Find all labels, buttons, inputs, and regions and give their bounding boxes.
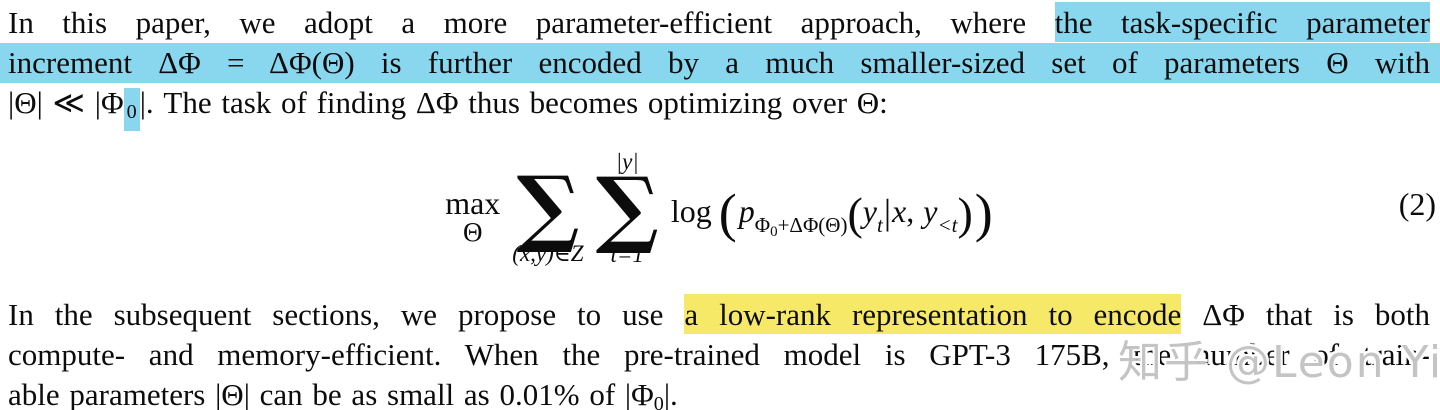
y-t-subscript: t [876,213,883,237]
comma: , [906,193,915,229]
conditional-bar: | [883,192,892,232]
blue-highlight-subscript: 0 [123,88,140,132]
sum-over-dataset: ∑ (x,y)∈Z [512,157,584,267]
para2-line3-post: |. [663,377,678,410]
para1-line2: increment ΔΦ = ΔΦ(Θ) is further encoded … [0,43,1440,83]
phi-zero-subscript: 0 [770,224,778,240]
open-paren-inner: ( [847,188,863,239]
paragraph-subsequent: In the subsequent sections, we propose t… [0,294,1440,410]
sum2-overscript: |y| [615,149,639,174]
para2-line1: In the subsequent sections, we propose t… [0,294,1440,335]
zhihu-watermark: 知乎 @Leon Yi [1118,337,1440,388]
sigma-icon: ∑ [595,158,659,257]
log-label: log [670,193,712,229]
phi-symbol: Φ [754,213,771,237]
max-subscript: Θ [463,217,483,247]
max-label: max [445,185,501,221]
close-paren-outer: ) [974,183,993,243]
sigma-icon: ∑ [516,157,580,256]
paragraph-intro: In this paper, we adopt a more parameter… [0,2,1440,132]
para1-line3-pre: |Θ| ≪ |Φ [8,85,124,120]
x-variable: x [892,193,907,229]
p-subscript: Φ0+ΔΦ(Θ) [754,213,848,240]
para2-line3-pre: able parameters |Θ| can be as small as 0… [8,377,654,410]
para2-line2: compute- and memory-efficient. When the … [0,335,1440,375]
blue-highlight-span: the task-specific parameter [1054,2,1430,42]
y-variable: y [923,193,938,229]
equation-body: max Θ ∑ (x,y)∈Z |y| ∑ t=1 log (pΦ0+ΔΦ(Θ)(… [0,146,1440,268]
para2-line2-text: compute- and memory-efficient. When the … [8,337,1430,372]
sum-over-tokens: |y| ∑ t=1 [596,148,659,268]
para2-line1-pre: In the subsequent sections, we propose t… [8,297,685,332]
open-paren-outer: ( [718,183,737,243]
para1-line3-post: |. The task of finding ΔΦ thus becomes o… [139,85,888,120]
y-variable: y [862,193,877,229]
p-variable: p [738,193,755,229]
delta-phi-theta: +ΔΦ(Θ) [777,213,848,237]
blue-highlight-span: increment ΔΦ = ΔΦ(Θ) is further encoded … [8,45,1430,80]
equation-number: (2) [1398,186,1436,222]
para1-line1: In this paper, we adopt a more parameter… [0,2,1440,43]
y-lt-t-subscript: <t [937,213,958,237]
sum2-underscript: t=1 [610,242,644,267]
para2-line1-post: ΔΦ that is both [1181,297,1430,332]
para1-line3: |Θ| ≪ |Φ 0|. The task of finding ΔΦ thus … [0,83,1440,132]
max-operator: max Θ [445,185,501,247]
sum1-underscript: (x,y)∈Z [512,241,584,266]
equation-block: max Θ ∑ (x,y)∈Z |y| ∑ t=1 log (pΦ0+ΔΦ(Θ)(… [0,146,1440,280]
close-paren-inner: ) [957,188,973,239]
yellow-highlight-span: a low-rank representation to encode [684,294,1182,334]
para2-line3: able parameters |Θ| can be as small as 0… [0,375,1440,410]
para1-line1-text: In this paper, we adopt a more parameter… [8,5,1055,40]
log-probability-term: log (pΦ0+ΔΦ(Θ)(yt|x, y<t)) [671,176,995,267]
phi-zero-subscript: 0 [653,393,664,410]
